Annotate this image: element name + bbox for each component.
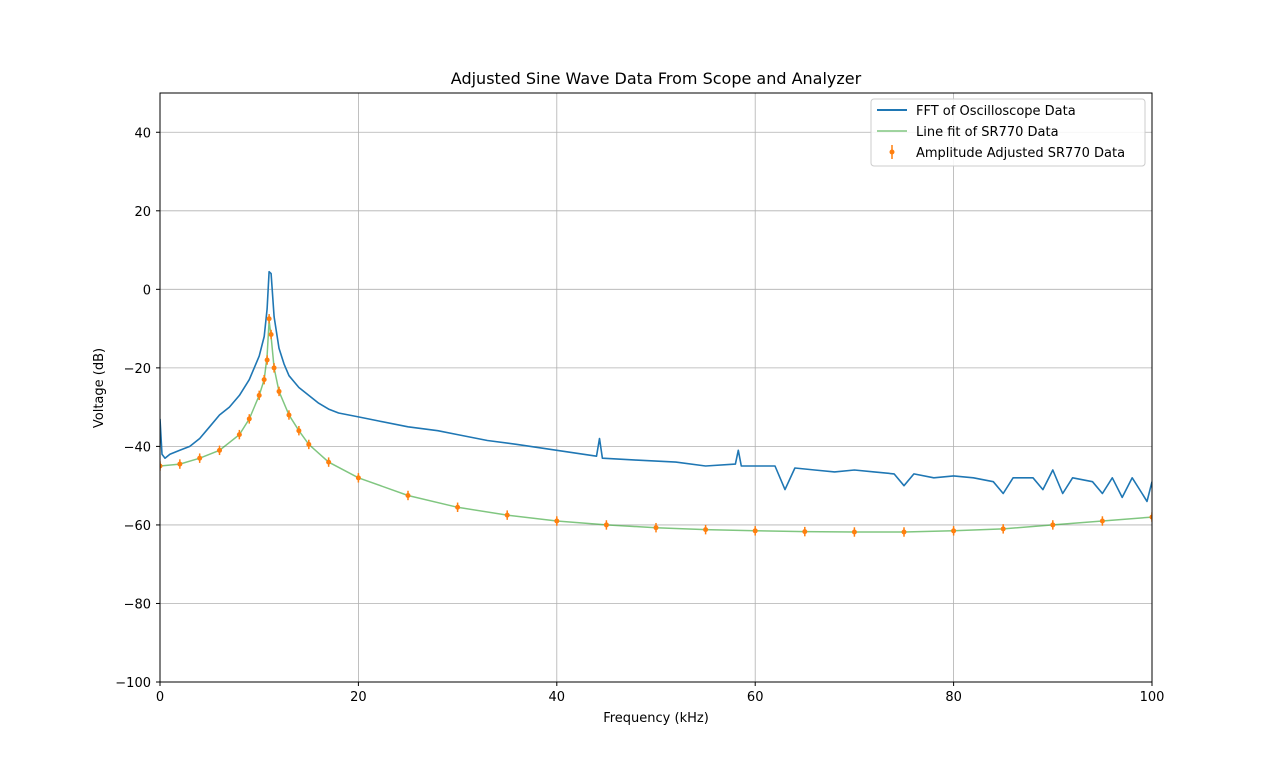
data-point	[261, 377, 267, 383]
axes-frame	[159, 92, 1153, 683]
legend-label-fit: Line fit of SR770 Data	[916, 125, 1059, 140]
data-point	[256, 392, 262, 398]
data-point	[554, 518, 560, 524]
data-point	[246, 416, 252, 422]
data-point	[1050, 522, 1056, 528]
data-point	[326, 459, 332, 465]
x-tick-label: 0	[156, 690, 164, 705]
data-point	[603, 522, 609, 528]
x-axis: 0 20 40 60 80 100	[156, 682, 1165, 705]
x-tick-label: 100	[1140, 690, 1165, 705]
data-point	[504, 512, 510, 518]
plot-area	[160, 270, 1152, 537]
data-point	[802, 529, 808, 535]
data-point	[276, 388, 282, 394]
grid	[159, 93, 1153, 683]
x-tick-label: 80	[945, 690, 962, 705]
legend-label-fft: FFT of Oscilloscope Data	[916, 104, 1076, 119]
series-sr770	[160, 314, 1152, 537]
y-tick-label: 20	[134, 205, 151, 220]
legend: FFT of Oscilloscope Data Line fit of SR7…	[870, 98, 1146, 167]
data-point	[296, 428, 302, 434]
chart-title: Adjusted Sine Wave Data From Scope and A…	[451, 69, 862, 88]
y-tick-label: −20	[124, 362, 151, 377]
data-point	[266, 316, 272, 322]
y-tick-label: −100	[115, 676, 151, 691]
data-point	[306, 441, 312, 447]
legend-label-sr770: Amplitude Adjusted SR770 Data	[916, 146, 1125, 161]
y-tick-label: 0	[143, 283, 151, 298]
series-line-fft	[160, 270, 1152, 503]
data-point	[752, 528, 758, 534]
data-point	[197, 455, 203, 461]
y-tick-label: −60	[124, 519, 151, 534]
data-point	[177, 461, 183, 467]
legend-swatch-sr770-marker	[889, 149, 895, 155]
x-tick-label: 60	[747, 690, 764, 705]
data-point	[271, 365, 277, 371]
data-point	[268, 331, 274, 337]
data-point	[455, 504, 461, 510]
y-tick-label: 40	[134, 126, 151, 141]
x-tick-label: 20	[350, 690, 367, 705]
x-tick-label: 40	[549, 690, 566, 705]
data-point	[217, 447, 223, 453]
y-tick-label: −80	[124, 597, 151, 612]
data-point	[1149, 514, 1152, 520]
data-point	[405, 492, 411, 498]
data-point	[160, 463, 163, 469]
y-axis-label: Voltage (dB)	[92, 348, 107, 428]
y-axis: −100 −80 −60 −40 −20 0 20 40	[115, 126, 160, 691]
data-point	[1000, 526, 1006, 532]
legend-box	[870, 98, 1146, 167]
data-point	[286, 412, 292, 418]
data-point	[1099, 518, 1105, 524]
y-tick-label: −40	[124, 440, 151, 455]
series-line-fit	[160, 320, 1152, 533]
x-axis-label: Frequency (kHz)	[603, 711, 709, 726]
data-point	[901, 529, 907, 535]
data-point	[653, 525, 659, 531]
data-point	[264, 357, 270, 363]
data-point	[355, 475, 361, 481]
data-point	[236, 432, 242, 438]
data-point	[851, 529, 857, 535]
data-point	[951, 528, 957, 534]
data-point	[703, 527, 709, 533]
